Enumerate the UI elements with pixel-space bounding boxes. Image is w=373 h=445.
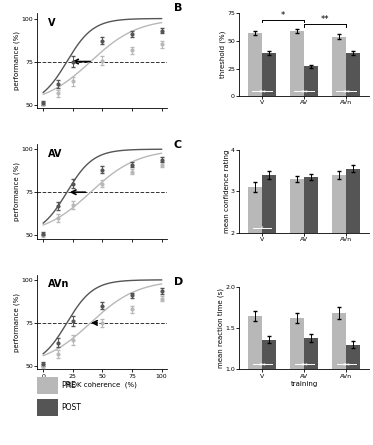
X-axis label: RDK coherence  (%): RDK coherence (%) [68,381,137,388]
Text: *: * [261,225,263,230]
Bar [290,31,304,96]
Bar [290,179,304,233]
Bar [248,187,262,233]
Text: ***: *** [300,89,308,94]
Bar [304,66,318,96]
Text: **: ** [321,15,329,24]
Text: AVn: AVn [48,279,69,289]
Text: V: V [48,18,55,28]
Y-axis label: performance (%): performance (%) [14,162,20,221]
Bar [304,177,318,233]
Text: *: * [281,11,285,20]
Bar [346,344,360,369]
Y-axis label: mean confidence rating: mean confidence rating [223,150,229,233]
Bar [248,33,262,96]
Bar [262,53,276,96]
Bar [332,175,346,233]
Bar [262,175,276,233]
Text: ***: *** [258,89,266,94]
Bar [346,169,360,233]
Text: ***: *** [300,362,308,367]
X-axis label: training: training [291,381,318,387]
Text: B: B [174,4,182,13]
Text: ***: *** [342,89,350,94]
Text: PRE: PRE [62,381,76,390]
Bar [304,338,318,369]
Bar [262,340,276,369]
Text: ***: *** [258,362,266,367]
Y-axis label: mean reaction time (s): mean reaction time (s) [217,288,224,368]
Text: ***: *** [342,362,350,367]
Y-axis label: performance (%): performance (%) [14,31,20,90]
Bar [332,36,346,96]
Bar [332,313,346,369]
Y-axis label: threshold (%): threshold (%) [219,31,226,78]
Y-axis label: performance (%): performance (%) [14,292,20,352]
Text: POST: POST [62,403,81,412]
Text: C: C [174,140,182,150]
Bar [290,318,304,369]
Text: AV: AV [48,149,62,159]
Bar [248,316,262,369]
Bar [346,53,360,96]
Text: D: D [174,277,183,287]
